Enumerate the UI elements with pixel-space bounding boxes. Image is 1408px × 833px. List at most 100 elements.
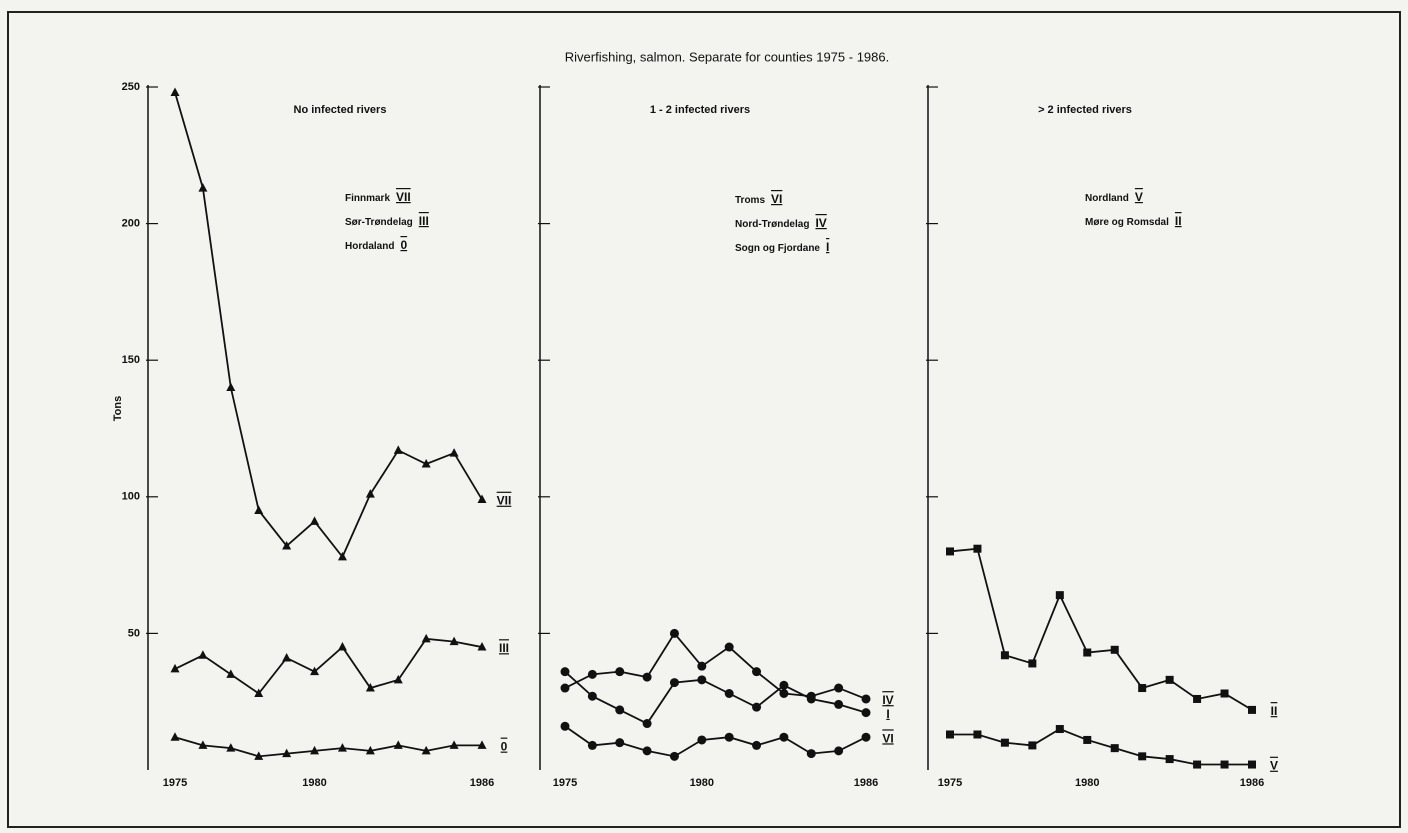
marker [1248, 705, 1256, 714]
legend-name: Sør-Trøndelag [345, 217, 413, 228]
marker [449, 740, 459, 749]
legend-name: Finnmark [345, 193, 390, 204]
marker [779, 689, 789, 699]
marker [310, 745, 320, 755]
marker [697, 675, 707, 685]
marker [477, 494, 487, 504]
x-tick-label: 1980 [302, 777, 326, 789]
legend-entry: Sør-Trøndelag III [345, 214, 429, 228]
marker [1220, 689, 1229, 698]
marker [587, 669, 597, 679]
marker [642, 746, 652, 756]
y-tick-label: 250 [122, 81, 140, 93]
marker [779, 732, 789, 742]
marker [1028, 659, 1037, 668]
marker [560, 683, 570, 693]
marker [806, 749, 816, 759]
x-tick-label: 1975 [163, 777, 187, 789]
legend-entry: Nord-Trøndelag IV [735, 216, 827, 230]
marker [642, 672, 652, 682]
marker [834, 746, 844, 756]
marker [170, 663, 180, 673]
marker [697, 735, 707, 745]
series-line [174, 92, 483, 559]
marker [806, 694, 816, 704]
marker [282, 540, 292, 550]
marker [1138, 752, 1147, 761]
x-tick-label: 1975 [938, 777, 962, 789]
legend-entry: Troms VI [735, 192, 782, 206]
marker [697, 661, 707, 671]
marker [1028, 741, 1037, 750]
marker [946, 547, 954, 556]
marker [226, 743, 236, 752]
y-axis-label: Tons [112, 396, 124, 421]
marker [393, 445, 403, 454]
marker [254, 688, 264, 698]
marker [973, 730, 982, 739]
legend-numeral: III [419, 214, 429, 228]
x-tick-label: 1986 [854, 777, 878, 789]
legend-name: Sogn og Fjordane [735, 243, 820, 254]
series-end-label: VI [882, 731, 893, 745]
legend-entry: Finnmark VII [345, 190, 411, 204]
legend-numeral: IV [815, 216, 826, 230]
legend-numeral: 0 [400, 238, 407, 252]
series-line [564, 670, 867, 725]
legend-entry: Sogn og Fjordane I [735, 240, 829, 254]
marker [393, 674, 403, 684]
marker [337, 743, 347, 752]
marker [724, 689, 734, 699]
legend-numeral: V [1135, 190, 1143, 204]
marker [861, 694, 871, 704]
marker [282, 748, 292, 758]
marker [365, 745, 375, 755]
marker [1220, 760, 1229, 769]
series-line [564, 631, 867, 700]
marker [1193, 694, 1202, 703]
marker [337, 642, 347, 651]
marker [1193, 760, 1202, 769]
marker [254, 751, 264, 760]
legend-name: Nordland [1085, 193, 1129, 204]
marker [615, 705, 625, 715]
marker [861, 732, 871, 742]
marker [1000, 651, 1009, 660]
marker [861, 708, 871, 718]
marker [779, 680, 789, 690]
series-line [174, 637, 483, 695]
marker [1165, 755, 1174, 764]
marker [226, 669, 236, 678]
marker [946, 730, 954, 739]
series-end-label: II [1271, 704, 1278, 718]
marker [1083, 648, 1092, 657]
marker [834, 699, 844, 709]
marker [1110, 645, 1119, 654]
marker [1110, 744, 1119, 753]
series-line [949, 547, 1253, 711]
marker [421, 459, 431, 468]
marker [1055, 725, 1064, 734]
marker [1248, 760, 1256, 769]
panel-title: No infected rivers [294, 104, 387, 116]
marker [642, 719, 652, 729]
marker [421, 745, 431, 755]
series-line [950, 728, 1252, 766]
marker [587, 691, 597, 701]
legend-numeral: I [826, 240, 829, 254]
marker [282, 652, 292, 662]
legend-numeral: II [1175, 214, 1182, 228]
marker [669, 751, 679, 761]
marker [724, 642, 734, 652]
marker [1083, 735, 1092, 744]
frame [7, 11, 1401, 828]
marker [365, 683, 375, 692]
marker [615, 738, 625, 748]
marker [560, 721, 570, 731]
marker [198, 650, 208, 659]
legend-entry: Hordaland 0 [345, 238, 407, 252]
marker [449, 448, 459, 457]
legend-numeral: VII [396, 190, 411, 204]
